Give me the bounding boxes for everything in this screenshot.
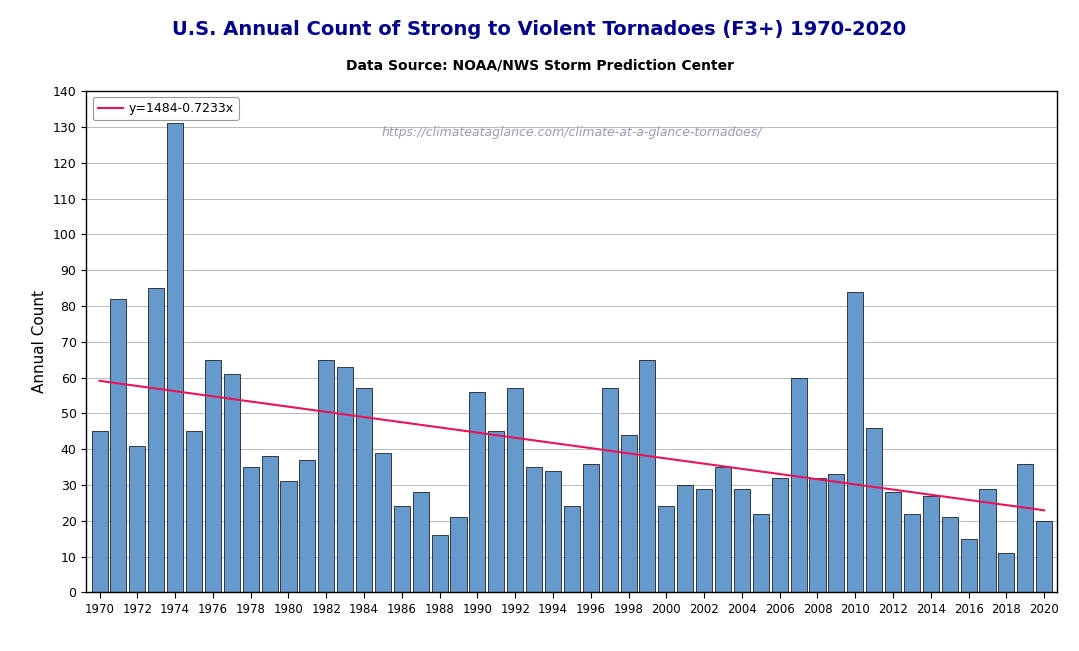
Bar	[167, 124, 183, 592]
Bar	[942, 517, 958, 592]
Bar	[469, 392, 486, 592]
Bar	[998, 553, 1014, 592]
Bar	[980, 488, 996, 592]
Bar	[678, 485, 693, 592]
Bar	[791, 378, 807, 592]
Bar	[847, 292, 863, 592]
Bar	[205, 359, 221, 592]
Text: https://climateataglance.com/climate-at-a-glance-tornadoes/: https://climateataglance.com/climate-at-…	[382, 126, 762, 139]
Bar	[620, 435, 637, 592]
Bar	[829, 474, 845, 592]
Bar	[696, 488, 712, 592]
Bar	[450, 517, 466, 592]
Bar	[527, 467, 542, 592]
Bar	[394, 506, 410, 592]
Bar	[866, 428, 883, 592]
Bar	[148, 288, 164, 592]
Bar	[432, 535, 448, 592]
Bar	[1036, 521, 1052, 592]
Bar	[243, 467, 259, 592]
Bar	[374, 453, 391, 592]
Bar	[640, 359, 655, 592]
Bar	[904, 514, 920, 592]
Bar	[753, 514, 769, 592]
Bar	[299, 460, 315, 592]
Bar	[564, 506, 579, 592]
Bar	[489, 431, 504, 592]
Bar	[960, 539, 976, 592]
Bar	[92, 431, 108, 592]
Bar	[337, 367, 353, 592]
Bar	[281, 482, 297, 592]
Bar	[412, 492, 428, 592]
Bar	[261, 456, 277, 592]
Bar	[734, 488, 750, 592]
Bar	[658, 506, 674, 592]
Bar	[771, 478, 788, 592]
Bar	[186, 431, 202, 592]
Bar	[885, 492, 901, 592]
Text: Data Source: NOAA/NWS Storm Prediction Center: Data Source: NOAA/NWS Storm Prediction C…	[345, 59, 734, 73]
Legend: y=1484-0.7233x: y=1484-0.7233x	[93, 98, 238, 120]
Y-axis label: Annual Count: Annual Count	[32, 290, 47, 393]
Bar	[583, 464, 599, 592]
Bar	[602, 388, 617, 592]
Bar	[223, 374, 240, 592]
Bar	[809, 478, 825, 592]
Bar	[356, 388, 372, 592]
Bar	[110, 299, 126, 592]
Bar	[129, 445, 146, 592]
Bar	[923, 496, 939, 592]
Bar	[715, 467, 732, 592]
Bar	[318, 359, 334, 592]
Bar	[507, 388, 523, 592]
Bar	[545, 471, 561, 592]
Bar	[1017, 464, 1034, 592]
Text: U.S. Annual Count of Strong to Violent Tornadoes (F3+) 1970-2020: U.S. Annual Count of Strong to Violent T…	[173, 20, 906, 38]
